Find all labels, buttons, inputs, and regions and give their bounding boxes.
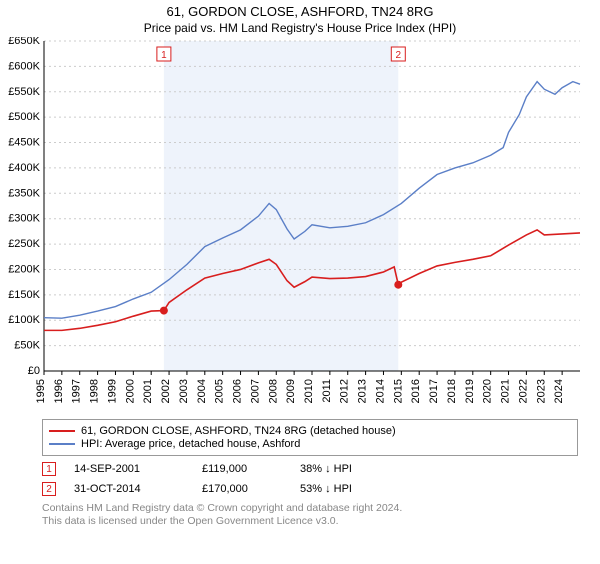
- svg-text:£300K: £300K: [8, 213, 40, 225]
- svg-text:1: 1: [161, 50, 167, 61]
- sale-price: £119,000: [202, 463, 282, 475]
- svg-text:1998: 1998: [89, 379, 101, 403]
- svg-text:2020: 2020: [482, 379, 494, 403]
- svg-text:2013: 2013: [357, 379, 369, 403]
- sale-marker: 2: [42, 482, 56, 496]
- svg-text:2008: 2008: [267, 379, 279, 403]
- sale-price: £170,000: [202, 483, 282, 495]
- svg-text:2022: 2022: [517, 379, 529, 403]
- svg-text:£150K: £150K: [8, 289, 40, 301]
- svg-text:1999: 1999: [106, 379, 118, 403]
- svg-text:2024: 2024: [553, 379, 565, 403]
- svg-text:2017: 2017: [428, 379, 440, 403]
- legend-row: 61, GORDON CLOSE, ASHFORD, TN24 8RG (det…: [49, 425, 571, 437]
- legend-swatch: [49, 430, 75, 432]
- svg-text:£100K: £100K: [8, 314, 40, 326]
- svg-text:£0: £0: [28, 365, 40, 377]
- svg-text:£350K: £350K: [8, 187, 40, 199]
- legend-label: 61, GORDON CLOSE, ASHFORD, TN24 8RG (det…: [81, 425, 396, 437]
- footer-line: Contains HM Land Registry data © Crown c…: [42, 502, 578, 515]
- sale-marker: 1: [42, 462, 56, 476]
- footer-attribution: Contains HM Land Registry data © Crown c…: [42, 502, 578, 528]
- svg-text:£650K: £650K: [8, 37, 40, 47]
- svg-text:£550K: £550K: [8, 86, 40, 98]
- svg-text:2006: 2006: [232, 379, 244, 403]
- svg-text:£400K: £400K: [8, 162, 40, 174]
- svg-text:£450K: £450K: [8, 137, 40, 149]
- svg-text:2014: 2014: [374, 379, 386, 403]
- legend: 61, GORDON CLOSE, ASHFORD, TN24 8RG (det…: [42, 419, 578, 456]
- svg-text:2004: 2004: [196, 379, 208, 403]
- legend-swatch: [49, 443, 75, 445]
- sale-row: 1 14-SEP-2001 £119,000 38% ↓ HPI: [42, 462, 578, 476]
- sales-table: 1 14-SEP-2001 £119,000 38% ↓ HPI 2 31-OCT-201…: [42, 462, 578, 496]
- svg-text:2012: 2012: [339, 379, 351, 403]
- svg-text:2023: 2023: [535, 379, 547, 403]
- svg-text:2002: 2002: [160, 379, 172, 403]
- svg-text:£600K: £600K: [8, 60, 40, 72]
- svg-text:2019: 2019: [464, 379, 476, 403]
- svg-text:1997: 1997: [71, 379, 83, 403]
- svg-text:2001: 2001: [142, 379, 154, 403]
- sale-date: 31-OCT-2014: [74, 483, 184, 495]
- legend-label: HPI: Average price, detached house, Ashf…: [81, 438, 300, 450]
- svg-text:£50K: £50K: [14, 340, 40, 352]
- svg-text:2015: 2015: [392, 379, 404, 403]
- svg-text:2003: 2003: [178, 379, 190, 403]
- svg-text:2010: 2010: [303, 379, 315, 403]
- svg-text:2007: 2007: [249, 379, 261, 403]
- svg-text:1996: 1996: [53, 379, 65, 403]
- svg-text:2000: 2000: [124, 379, 136, 403]
- svg-text:1995: 1995: [35, 379, 47, 403]
- svg-text:£200K: £200K: [8, 263, 40, 275]
- legend-row: HPI: Average price, detached house, Ashf…: [49, 438, 571, 450]
- svg-text:2018: 2018: [446, 379, 458, 403]
- svg-text:£250K: £250K: [8, 238, 40, 250]
- svg-text:2: 2: [396, 50, 402, 61]
- svg-text:2021: 2021: [500, 379, 512, 403]
- sale-delta: 38% ↓ HPI: [300, 463, 352, 475]
- svg-text:2016: 2016: [410, 379, 422, 403]
- sale-date: 14-SEP-2001: [74, 463, 184, 475]
- footer-line: This data is licensed under the Open Gov…: [42, 515, 578, 528]
- sale-delta: 53% ↓ HPI: [300, 483, 352, 495]
- page-title: 61, GORDON CLOSE, ASHFORD, TN24 8RG: [0, 4, 600, 19]
- svg-text:2005: 2005: [214, 379, 226, 403]
- price-chart: £0 £50K £100K £150K £200K £250K £300K £350K £400…: [0, 37, 600, 415]
- svg-text:2011: 2011: [321, 379, 333, 403]
- svg-text:£500K: £500K: [8, 111, 40, 123]
- sale-row: 2 31-OCT-2014 £170,000 53% ↓ HPI: [42, 482, 578, 496]
- svg-text:2009: 2009: [285, 379, 297, 403]
- page-subtitle: Price paid vs. HM Land Registry's House …: [0, 21, 600, 35]
